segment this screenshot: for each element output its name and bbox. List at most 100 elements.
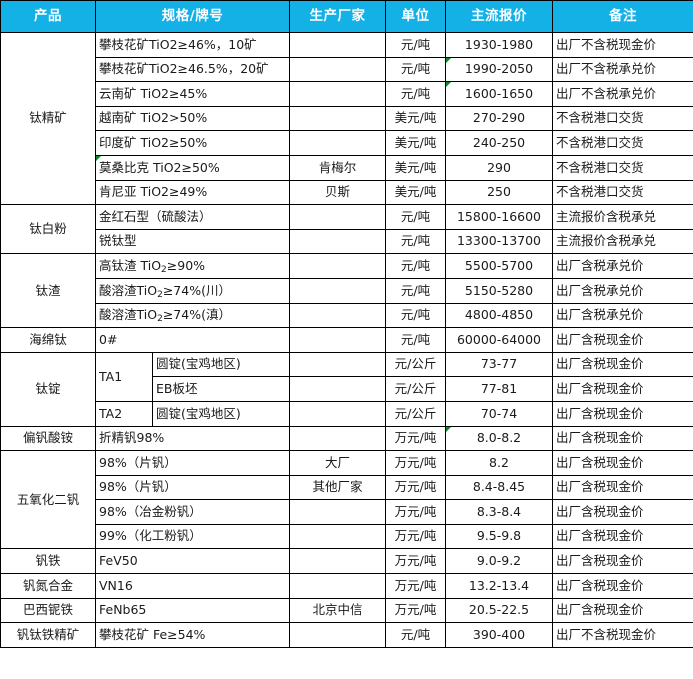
- note-cell: 出厂含税现金价: [552, 351, 693, 378]
- unit-cell: 万元/吨: [385, 450, 446, 476]
- table-row: 五氧化二钒 98%（片钒） 大厂 万元/吨 8.2 出厂含税现金价: [0, 450, 693, 550]
- maker-cell: [289, 130, 386, 156]
- maker-cell: [289, 253, 386, 279]
- spec-cell: 98%（片钒）: [95, 474, 290, 501]
- maker-cell: [289, 302, 386, 329]
- table-row: 酸溶渣TiO2≥74%(滇） 元/吨 4800-4850 出厂含税承兑价: [1, 302, 693, 329]
- spec-detail-cell: 圆锭(宝鸡地区): [152, 351, 290, 378]
- table-row: 海绵钛 0# 元/吨 60000-64000 出厂含税现金价: [0, 327, 693, 353]
- table-body: 钛精矿 攀枝花矿TiO2≥46%，10矿 元/吨 1930-1980 出厂不含税现金价攀…: [0, 31, 693, 648]
- table-row: TA2 圆锭(宝鸡地区) 元/公斤 70-74 出厂含税现金价: [1, 400, 693, 427]
- spec-cell: 酸溶渣TiO2≥74%(滇）: [95, 302, 290, 329]
- note-cell: 出厂含税现金价: [552, 597, 693, 624]
- maker-cell: [289, 351, 386, 378]
- note-cell: 不含税港口交货: [552, 154, 693, 181]
- maker-cell: [289, 523, 386, 550]
- maker-cell: [289, 105, 386, 132]
- spec-cell: 98%（冶金粉钒）: [95, 499, 290, 525]
- note-cell: 出厂含税现金价: [552, 573, 693, 599]
- price-cell: 13.2-13.4: [445, 573, 553, 599]
- product-cell: 偏钒酸铵: [0, 425, 96, 452]
- spec-cell: 锐钛型: [95, 228, 290, 255]
- price-cell: 9.5-9.8: [445, 523, 553, 550]
- table-row: 钛精矿 攀枝花矿TiO2≥46%，10矿 元/吨 1930-1980 出厂不含税现金价: [0, 31, 693, 206]
- spec-cell: FeNb65: [95, 597, 290, 624]
- table-row: 肯尼亚 TiO2≥49% 贝斯 美元/吨 250 不含税港口交货: [1, 179, 693, 206]
- maker-cell: [289, 376, 386, 402]
- table-row: 钒铁 FeV50 万元/吨 9.0-9.2 出厂含税现金价: [0, 548, 693, 575]
- column-header-maker: 生产厂家: [289, 0, 386, 33]
- table-row: 攀枝花矿TiO2≥46.5%，20矿 元/吨 1990-2050 出厂不含税承兑价: [1, 56, 693, 83]
- table-row: 酸溶渣TiO2≥74%(川） 元/吨 5150-5280 出厂含税承兑价: [1, 277, 693, 304]
- price-cell: 5500-5700: [445, 253, 553, 279]
- note-cell: 出厂含税现金价: [552, 400, 693, 427]
- unit-cell: 元/吨: [385, 204, 446, 230]
- unit-cell: 元/吨: [385, 228, 446, 255]
- unit-cell: 万元/吨: [385, 523, 446, 550]
- product-cell: 钛白粉: [0, 204, 96, 255]
- table-row: 越南矿 TiO2>50% 美元/吨 270-290 不含税港口交货: [1, 105, 693, 132]
- price-cell: 8.0-8.2: [445, 425, 553, 452]
- price-cell: 1990-2050: [445, 56, 553, 83]
- product-cell: 海绵钛: [0, 327, 96, 353]
- note-cell: 出厂含税现金价: [552, 548, 693, 575]
- unit-cell: 元/吨: [385, 253, 446, 279]
- spec-cell: 肯尼亚 TiO2≥49%: [95, 179, 290, 206]
- product-cell: 钛渣: [0, 253, 96, 329]
- price-cell: 70-74: [445, 400, 553, 427]
- table-row: 钛白粉 金红石型（硫酸法） 元/吨 15800-16600 主流报价含税承兑: [0, 204, 693, 255]
- spec-cell: 99%（化工粉钒）: [95, 523, 290, 550]
- table-row: 锐钛型 元/吨 13300-13700 主流报价含税承兑: [1, 228, 693, 255]
- unit-cell: 元/吨: [385, 32, 446, 58]
- unit-cell: 元/公斤: [385, 400, 446, 427]
- unit-cell: 元/吨: [385, 81, 446, 107]
- price-cell: 5150-5280: [445, 277, 553, 304]
- spec-cell: FeV50: [95, 548, 290, 575]
- column-header-product: 产品: [0, 0, 96, 33]
- note-cell: 出厂不含税承兑价: [552, 81, 693, 107]
- table-row: 99%（化工粉钒） 万元/吨 9.5-9.8 出厂含税现金价: [1, 523, 693, 550]
- table-row: 98%（片钒） 其他厂家 万元/吨 8.4-8.45 出厂含税现金价: [1, 474, 693, 501]
- maker-cell: [289, 204, 386, 230]
- note-cell: 出厂含税承兑价: [552, 302, 693, 329]
- spec-cell: 98%（片钒）: [95, 450, 290, 476]
- price-cell: 9.0-9.2: [445, 548, 553, 575]
- unit-cell: 万元/吨: [385, 499, 446, 525]
- unit-cell: 美元/吨: [385, 154, 446, 181]
- unit-cell: 元/吨: [385, 56, 446, 83]
- unit-cell: 万元/吨: [385, 597, 446, 624]
- note-cell: 出厂含税现金价: [552, 499, 693, 525]
- price-table: 产品 规格/牌号 生产厂家 单位 主流报价 备注 钛精矿 攀枝花矿TiO2≥46%…: [0, 0, 693, 648]
- maker-cell: [289, 425, 386, 452]
- note-cell: 不含税港口交货: [552, 105, 693, 132]
- maker-cell: 肯梅尔: [289, 154, 386, 181]
- product-cell: 五氧化二钒: [0, 450, 96, 550]
- note-cell: 出厂不含税承兑价: [552, 56, 693, 83]
- table-row: 钒钛铁精矿 攀枝花矿 Fe≥54% 元/吨 390-400 出厂不含税现金价: [0, 622, 693, 648]
- unit-cell: 万元/吨: [385, 474, 446, 501]
- price-cell: 250: [445, 179, 553, 206]
- price-cell: 4800-4850: [445, 302, 553, 329]
- maker-cell: [289, 32, 386, 58]
- price-cell: 1930-1980: [445, 32, 553, 58]
- unit-cell: 美元/吨: [385, 130, 446, 156]
- maker-cell: [289, 56, 386, 83]
- spec-cell: 0#: [95, 327, 290, 353]
- column-header-note: 备注: [552, 0, 693, 33]
- spec-cell: 攀枝花矿 Fe≥54%: [95, 622, 290, 648]
- unit-cell: 万元/吨: [385, 548, 446, 575]
- product-cell: 钛锭: [0, 351, 96, 427]
- table-row: 莫桑比克 TiO2≥50% 肯梅尔 美元/吨 290 不含税港口交货: [1, 154, 693, 181]
- spec-cell: 越南矿 TiO2>50%: [95, 105, 290, 132]
- price-cell: 390-400: [445, 622, 553, 648]
- maker-cell: [289, 81, 386, 107]
- note-cell: 不含税港口交货: [552, 130, 693, 156]
- product-cell: 钛精矿: [0, 31, 96, 206]
- maker-cell: [289, 622, 386, 648]
- maker-cell: [289, 400, 386, 427]
- price-cell: 15800-16600: [445, 204, 553, 230]
- maker-cell: [289, 228, 386, 255]
- table-row: 偏钒酸铵 折精钒98% 万元/吨 8.0-8.2 出厂含税现金价: [0, 425, 693, 452]
- product-cell: 钒氮合金: [0, 573, 96, 599]
